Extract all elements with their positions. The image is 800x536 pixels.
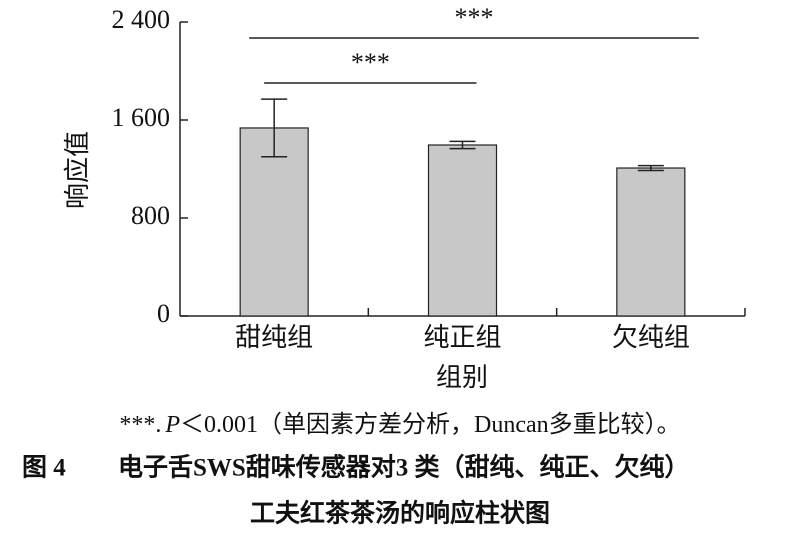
significance-label: *** bbox=[351, 48, 390, 77]
caption-line: 电子舌SWS甜味传感器对3 类（甜纯、纯正、欠纯） bbox=[118, 453, 690, 482]
y-axis-label: 响应值 bbox=[63, 131, 92, 209]
y-tick-label: 800 bbox=[131, 201, 170, 230]
y-tick-label: 0 bbox=[157, 299, 170, 328]
y-tick-label: 2 400 bbox=[112, 5, 171, 34]
note-p: P bbox=[164, 412, 180, 438]
note-mark: ***. bbox=[119, 412, 161, 438]
caption-line: 工夫红茶茶汤的响应柱状图 bbox=[250, 499, 550, 528]
bar bbox=[239, 127, 309, 317]
note-rest: ＜0.001（单因素方差分析，Duncan多重比较）。 bbox=[180, 411, 681, 438]
significance-label: *** bbox=[455, 3, 494, 32]
x-tick-label: 甜纯组 bbox=[235, 323, 313, 352]
x-axis-label: 组别 bbox=[436, 363, 488, 392]
x-tick-label: 纯正组 bbox=[423, 323, 501, 352]
note: ***. P＜0.001（单因素方差分析，Duncan多重比较）。 bbox=[119, 411, 680, 438]
bar bbox=[427, 144, 498, 317]
caption-label: 图 4 bbox=[22, 455, 66, 482]
bar bbox=[616, 167, 686, 317]
x-tick-label: 欠纯组 bbox=[612, 323, 690, 352]
y-tick-label: 1 600 bbox=[112, 103, 171, 132]
